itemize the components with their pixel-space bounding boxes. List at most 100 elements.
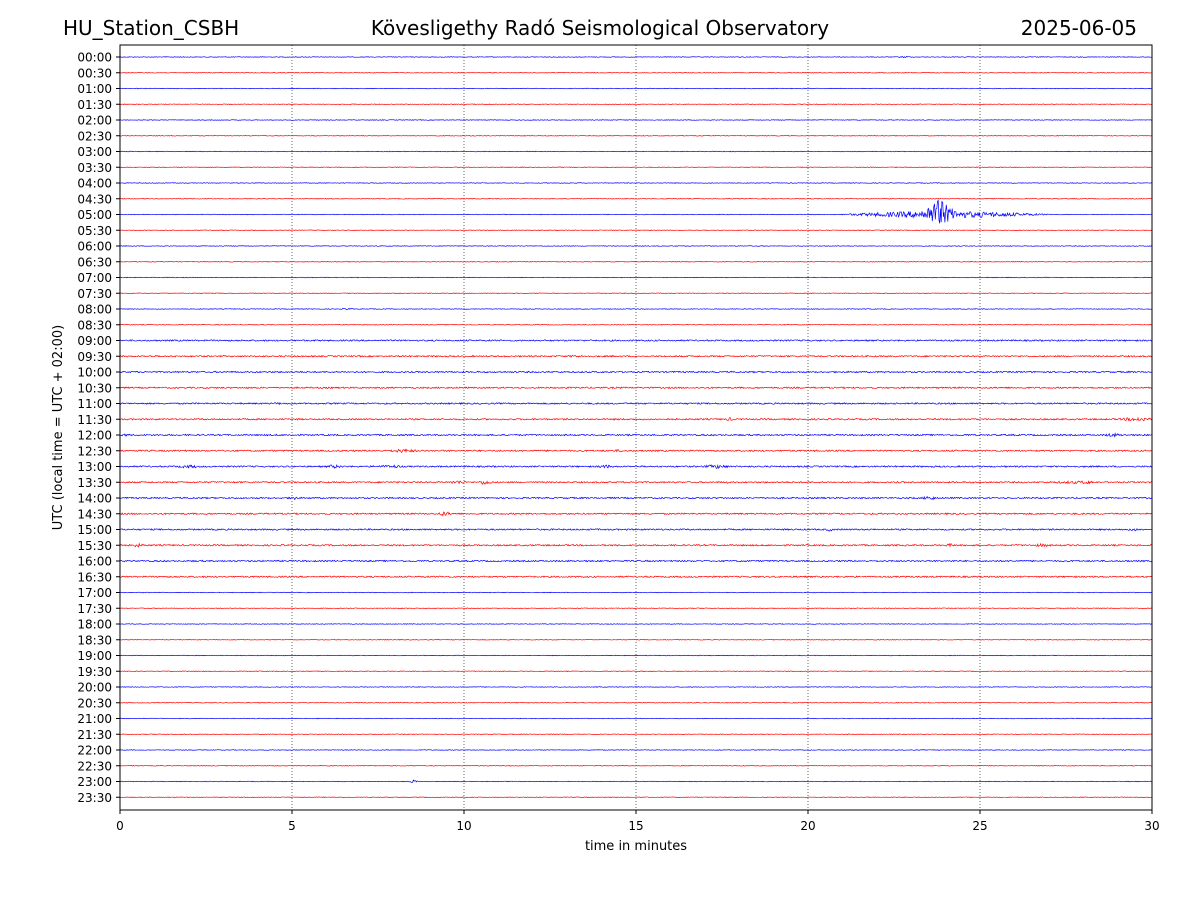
y-tick-label: 06:00 [77,240,112,254]
trace-group [119,55,1153,799]
x-tick-label: 25 [972,819,987,833]
trace-row-0230 [119,134,1153,137]
y-tick-label: 12:00 [77,429,112,443]
observatory-title: Kövesligethy Radó Seismological Observat… [370,16,830,40]
trace-row-0330 [119,166,1153,169]
trace-row-0000 [119,55,1153,58]
trace-row-1400 [119,495,1153,501]
y-tick-label: 11:00 [77,397,112,411]
y-tick-label: 13:00 [77,460,112,474]
y-tick-label: 17:00 [77,586,112,600]
y-tick-label: 07:00 [77,271,112,285]
y-tick-label: 03:00 [77,145,112,159]
trace-row-1230 [119,448,1153,454]
y-tick-label: 09:30 [77,350,112,364]
trace-row-0400 [119,182,1153,184]
trace-row-0930 [119,354,1153,358]
y-tick-label: 01:30 [77,98,112,112]
x-tick-label: 10 [456,819,471,833]
trace-row-2000 [119,686,1153,688]
y-tick-label: 05:00 [77,208,112,222]
y-tick-label: 22:00 [77,744,112,758]
trace-row-1830 [119,638,1153,641]
date-label: 2025-06-05 [1020,16,1137,40]
y-tick-label: 08:00 [77,303,112,317]
x-axis-label: time in minutes [585,839,687,854]
y-tick-label: 20:00 [77,681,112,695]
y-tick-label: 09:00 [77,334,112,348]
y-tick-label: 10:00 [77,366,112,380]
trace-row-0630 [119,260,1153,263]
y-tick-label: 15:00 [77,523,112,537]
y-tick-label: 04:30 [77,192,112,206]
trace-row-1430 [119,511,1153,517]
trace-row-0200 [119,119,1153,121]
y-tick-label: 02:30 [77,129,112,143]
y-tick-label: 21:00 [77,712,112,726]
trace-row-0730 [119,292,1153,295]
y-tick-label: 21:30 [77,728,112,742]
trace-row-2130 [119,733,1153,736]
trace-row-0900 [119,339,1153,342]
y-tick-label: 14:00 [77,492,112,506]
x-tick-label: 5 [288,819,296,833]
y-tick-label: 14:30 [77,507,112,521]
y-tick-label: 07:30 [77,287,112,301]
trace-row-1200 [119,432,1153,438]
y-tick-label: 03:30 [77,161,112,175]
trace-row-1630 [119,575,1153,579]
trace-row-0500 [119,199,1153,224]
x-tick-label: 20 [800,819,815,833]
trace-row-2300 [119,779,1153,783]
trace-row-1530 [119,542,1153,548]
y-tick-label: 18:00 [77,618,112,632]
y-tick-label: 02:00 [77,114,112,128]
trace-row-0100 [119,87,1153,90]
y-tick-label: 00:30 [77,66,112,80]
trace-row-0130 [119,103,1153,106]
trace-row-1000 [119,370,1153,374]
y-axis-label: UTC (local time = UTC + 02:00) [51,325,66,530]
y-tick-label: 05:30 [77,224,112,238]
trace-row-1130 [119,416,1153,422]
y-tick-label: 04:00 [77,177,112,191]
y-tick-label: 20:30 [77,696,112,710]
trace-row-1800 [119,623,1153,625]
trace-row-0800 [119,307,1152,311]
y-tick-label: 16:30 [77,570,112,584]
y-tick-label: 16:00 [77,555,112,569]
trace-row-0530 [119,229,1153,231]
y-tick-label: 23:00 [77,775,112,789]
x-tick-label: 0 [116,819,124,833]
trace-row-1730 [119,607,1153,610]
trace-row-2200 [119,749,1153,751]
x-tick-label: 30 [1144,819,1159,833]
trace-row-0600 [119,245,1153,247]
trace-row-1030 [119,386,1153,390]
trace-row-1300 [119,464,1153,469]
trace-row-2030 [119,702,1153,704]
trace-row-2230 [119,765,1153,767]
grid-lines [291,45,981,810]
trace-row-2100 [119,717,1153,720]
y-tick-label: 15:30 [77,539,112,553]
y-tick-label: 08:30 [77,318,112,332]
y-tick-label: 19:00 [77,649,112,663]
y-tick-label: 12:30 [77,444,112,458]
y-tick-label: 11:30 [77,413,112,427]
station-label: HU_Station_CSBH [63,16,240,40]
trace-row-0430 [119,197,1153,200]
trace-row-1500 [119,528,1153,532]
trace-row-2330 [119,796,1153,799]
y-tick-label: 22:30 [77,759,112,773]
trace-row-0830 [119,323,1153,326]
trace-row-0300 [119,150,1153,153]
y-tick-label: 01:00 [77,82,112,96]
y-tick-label: 23:30 [77,791,112,805]
trace-row-1930 [119,670,1153,673]
trace-row-0700 [119,276,1153,279]
y-tick-label: 18:30 [77,633,112,647]
trace-row-1600 [119,559,1153,563]
